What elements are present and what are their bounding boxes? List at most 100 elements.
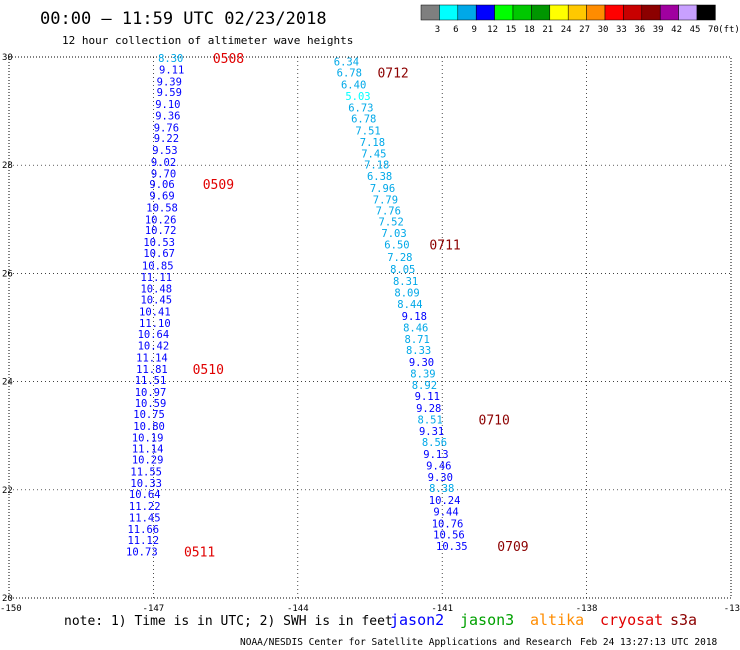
pass-time-label: 0710 [479,413,510,428]
swh-value: 7.45 [361,148,386,160]
swh-value: 9.69 [149,190,174,202]
swh-value: 6.73 [348,102,373,114]
swh-value: 10.26 [145,214,177,226]
color-legend: 3 6 9 12 15 18 21 24 27 30 33 36 39 42 45 70 (ft) [420,4,740,35]
swh-value: 7.51 [355,126,380,138]
satellite-altika: altika [530,611,584,629]
legend-label: 12 [487,25,498,35]
swh-value: 8.44 [397,299,422,311]
legend-swatch [475,4,495,21]
swh-value: 9.06 [149,179,174,191]
legend-swatch [623,4,643,21]
swh-value: 9.39 [157,76,182,88]
legend-label: 9 [471,25,476,35]
swh-value: 10.29 [132,455,164,467]
pass-time-label: 0508 [213,52,244,67]
swh-value: 7.28 [387,252,412,264]
legend-swatch [420,4,440,21]
swh-value: 6.38 [367,171,392,183]
legend-label: 24 [561,25,572,35]
swh-value: 7.52 [379,216,404,228]
pass-time-label: 0711 [429,239,460,254]
satellite-s3a: s3a [670,611,697,629]
lat-tick-label: 28 [2,161,13,171]
lon-tick-label: -147 [143,604,165,614]
swh-value: 10.67 [143,248,175,260]
swh-value: 9.18 [402,311,427,323]
swh-value: 9.76 [154,122,179,134]
legend-swatch [567,4,587,21]
satellite-cryosat: cryosat [600,611,663,629]
legend-swatch [457,4,477,21]
swh-value: 9.53 [152,145,177,157]
legend-swatch [549,4,569,21]
swh-value: 9.46 [426,460,451,472]
altimeter-tracks: 8.309.119.399.599.109.369.769.229.539.02… [126,53,468,558]
swh-value: 11.12 [127,535,159,547]
swh-value: 10.33 [130,478,162,490]
swh-value: 8.71 [405,334,430,346]
legend-swatch [512,4,532,21]
swh-value: 5.03 [345,91,370,103]
swh-value: 10.97 [135,387,167,399]
swh-value: 8.38 [429,483,454,495]
swh-value: 11.66 [127,524,159,536]
map-frame: -150 -147 -144 -141 -138 -13 20 22 24 26 28 30 8.30… [0,52,740,614]
swh-value: 9.59 [157,87,182,99]
swh-value: 9.30 [409,357,434,369]
swh-value: 8.31 [393,276,418,288]
page-title: 00:00 – 11:59 UTC 02/23/2018 [40,9,327,29]
swh-value: 8.30 [158,53,183,65]
swh-value: 11.45 [129,512,161,524]
swh-value: 9.11 [415,391,440,403]
swh-value: 6.34 [334,56,359,68]
swh-value: 11.14 [136,352,168,364]
satellite-legend: jason2 jason3 altika cryosat s3a [390,611,697,629]
swh-value: 10.73 [126,546,158,558]
swh-value: 9.31 [419,426,444,438]
swh-value: 10.41 [139,306,171,318]
swh-value: 8.51 [418,414,443,426]
swh-value: 10.75 [133,409,165,421]
legend-swatch [586,4,606,21]
swh-value: 11.10 [139,318,171,330]
swh-value: 10.80 [133,421,165,433]
swh-value: 11.14 [132,444,164,456]
lon-tick-label: -150 [0,604,22,614]
swh-value: 10.59 [135,398,167,410]
legend-label: 45 [690,25,701,35]
swh-value: 10.42 [138,340,170,352]
swh-value: 6.50 [384,240,409,252]
swh-value: 7.79 [373,194,398,206]
swh-value: 9.36 [155,110,180,122]
legend-label: 70 [708,25,719,35]
swh-value: 11.51 [135,375,167,387]
footer-credit: NOAA/NESDIS Center for Satellite Applica… [240,637,572,648]
legend-swatch [604,4,624,21]
legend-label: 36 [634,25,645,35]
swh-value: 9.30 [428,472,453,484]
swh-value: 8.05 [390,264,415,276]
swh-value: 10.45 [140,294,172,306]
swh-value: 9.10 [155,99,180,111]
swh-value: 11.11 [140,272,172,284]
swh-value: 7.18 [360,137,385,149]
legend-label: 30 [598,25,609,35]
legend-swatch [531,4,551,21]
axis-labels: -150 -147 -144 -141 -138 -13 20 22 24 26 28 30 [0,53,740,614]
swh-value: 9.11 [159,64,184,76]
swh-value: 6.40 [341,80,366,92]
lat-tick-label: 24 [2,378,13,388]
swh-value: 10.58 [146,202,178,214]
lat-tick-label: 26 [2,269,13,279]
swh-value: 6.78 [351,114,376,126]
swh-value: 10.64 [129,489,161,501]
legend-label: 21 [542,25,553,35]
legend-swatch [659,4,679,21]
swh-value: 6.78 [337,68,362,80]
lon-tick-label: -13 [724,604,740,614]
pass-time-label: 0509 [203,178,234,193]
swh-value: 9.70 [151,168,176,180]
legend-label: 6 [453,25,458,35]
